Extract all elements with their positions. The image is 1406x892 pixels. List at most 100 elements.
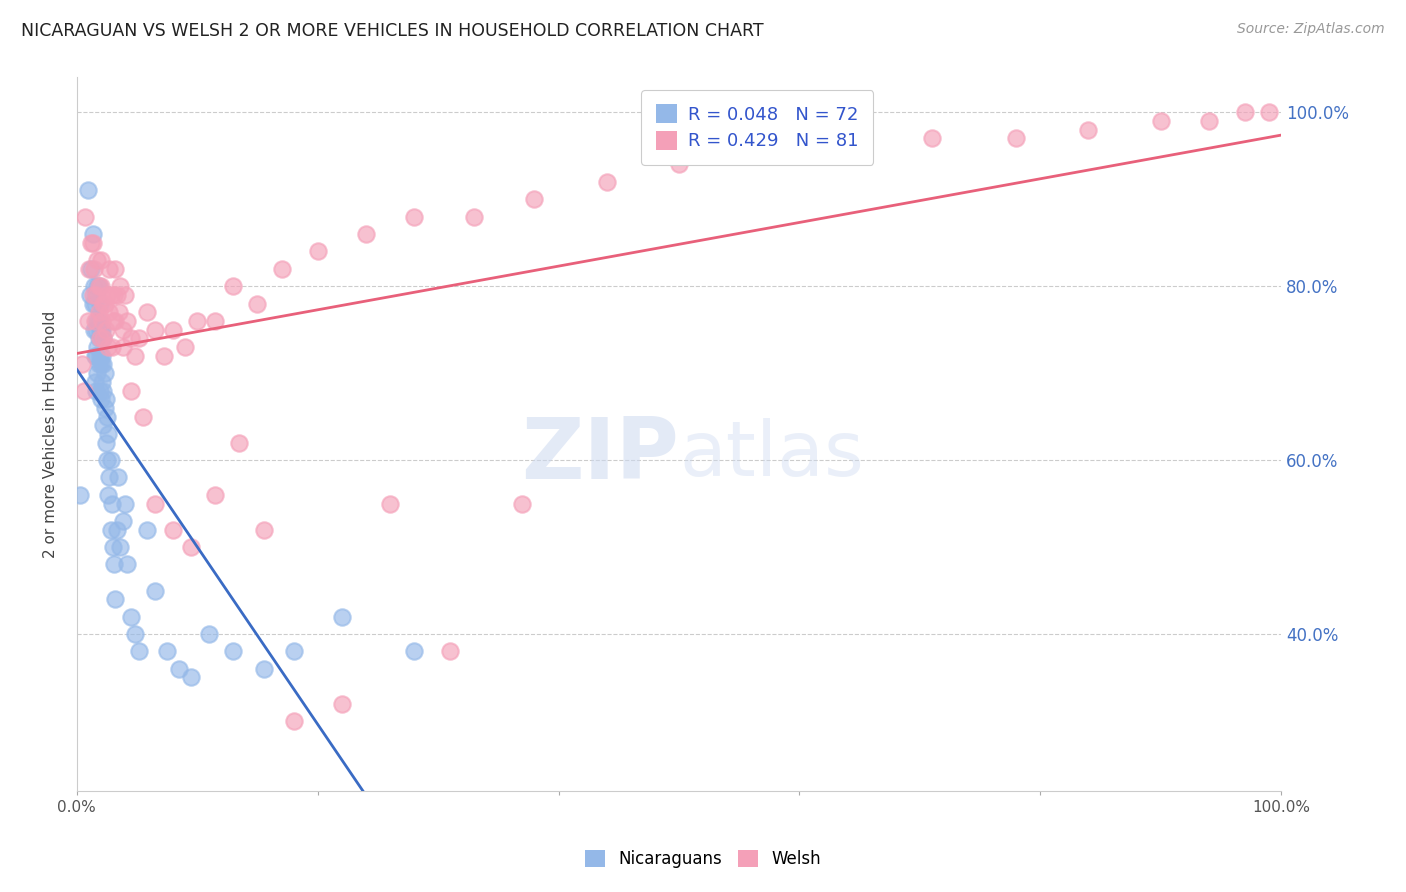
Point <box>84 296 107 310</box>
Point <box>84 323 107 337</box>
Point <box>463 210 485 224</box>
Point <box>143 323 166 337</box>
Point <box>84 349 107 363</box>
Point <box>104 592 127 607</box>
Point <box>117 314 139 328</box>
Point <box>101 497 124 511</box>
Point <box>83 279 105 293</box>
Point <box>80 261 103 276</box>
Point <box>86 279 108 293</box>
Point <box>103 558 125 572</box>
Point <box>921 131 943 145</box>
Point <box>132 409 155 424</box>
Point <box>91 323 114 337</box>
Point <box>86 253 108 268</box>
Point <box>105 523 128 537</box>
Point <box>73 384 96 398</box>
Point <box>93 384 115 398</box>
Point <box>152 349 174 363</box>
Point <box>86 314 108 328</box>
Point <box>402 644 425 658</box>
Point <box>204 488 226 502</box>
Point <box>96 453 118 467</box>
Point <box>228 435 250 450</box>
Point <box>101 340 124 354</box>
Point <box>93 358 115 372</box>
Text: ZIP: ZIP <box>522 414 679 497</box>
Point <box>378 497 401 511</box>
Point <box>124 349 146 363</box>
Text: atlas: atlas <box>679 418 863 492</box>
Point <box>668 157 690 171</box>
Point <box>107 470 129 484</box>
Point <box>283 644 305 658</box>
Text: Source: ZipAtlas.com: Source: ZipAtlas.com <box>1237 22 1385 37</box>
Point <box>120 384 142 398</box>
Point <box>93 366 115 380</box>
Point <box>100 523 122 537</box>
Point <box>100 453 122 467</box>
Point <box>174 340 197 354</box>
Point <box>143 583 166 598</box>
Point <box>330 697 353 711</box>
Point <box>82 235 104 250</box>
Point <box>82 296 104 310</box>
Point <box>752 149 775 163</box>
Point <box>90 392 112 407</box>
Point <box>83 261 105 276</box>
Point <box>128 331 150 345</box>
Point <box>76 184 98 198</box>
Point <box>87 305 110 319</box>
Point <box>512 497 534 511</box>
Point <box>439 644 461 658</box>
Point <box>595 175 617 189</box>
Text: NICARAGUAN VS WELSH 2 OR MORE VEHICLES IN HOUSEHOLD CORRELATION CHART: NICARAGUAN VS WELSH 2 OR MORE VEHICLES I… <box>21 22 763 40</box>
Point <box>98 305 121 319</box>
Point <box>98 470 121 484</box>
Point <box>1149 114 1171 128</box>
Point <box>94 323 117 337</box>
Point <box>84 349 107 363</box>
Point <box>108 305 131 319</box>
Y-axis label: 2 or more Vehicles in Household: 2 or more Vehicles in Household <box>44 310 58 558</box>
Point <box>93 331 115 345</box>
Point <box>104 261 127 276</box>
Point <box>135 305 157 319</box>
Point <box>84 288 107 302</box>
Point <box>93 401 115 415</box>
Point <box>111 514 134 528</box>
Point <box>402 210 425 224</box>
Point <box>96 288 118 302</box>
Point <box>80 235 103 250</box>
Point <box>82 288 104 302</box>
Point <box>93 418 115 433</box>
Point <box>91 349 114 363</box>
Point <box>104 314 127 328</box>
Point <box>180 540 202 554</box>
Point <box>87 279 110 293</box>
Point <box>87 314 110 328</box>
Point <box>180 671 202 685</box>
Point <box>111 340 134 354</box>
Point <box>110 540 132 554</box>
Point <box>96 409 118 424</box>
Point <box>162 323 184 337</box>
Point <box>222 279 245 293</box>
Point <box>1198 114 1220 128</box>
Point <box>222 644 245 658</box>
Point <box>82 227 104 241</box>
Point <box>91 314 114 328</box>
Point <box>94 392 117 407</box>
Point <box>89 349 111 363</box>
Point <box>86 340 108 354</box>
Point <box>90 358 112 372</box>
Point <box>143 497 166 511</box>
Point <box>93 296 115 310</box>
Point <box>84 384 107 398</box>
Point <box>77 261 100 276</box>
Point <box>86 366 108 380</box>
Point <box>103 288 125 302</box>
Point <box>97 427 120 442</box>
Legend: Nicaraguans, Welsh: Nicaraguans, Welsh <box>578 843 828 875</box>
Point <box>204 314 226 328</box>
